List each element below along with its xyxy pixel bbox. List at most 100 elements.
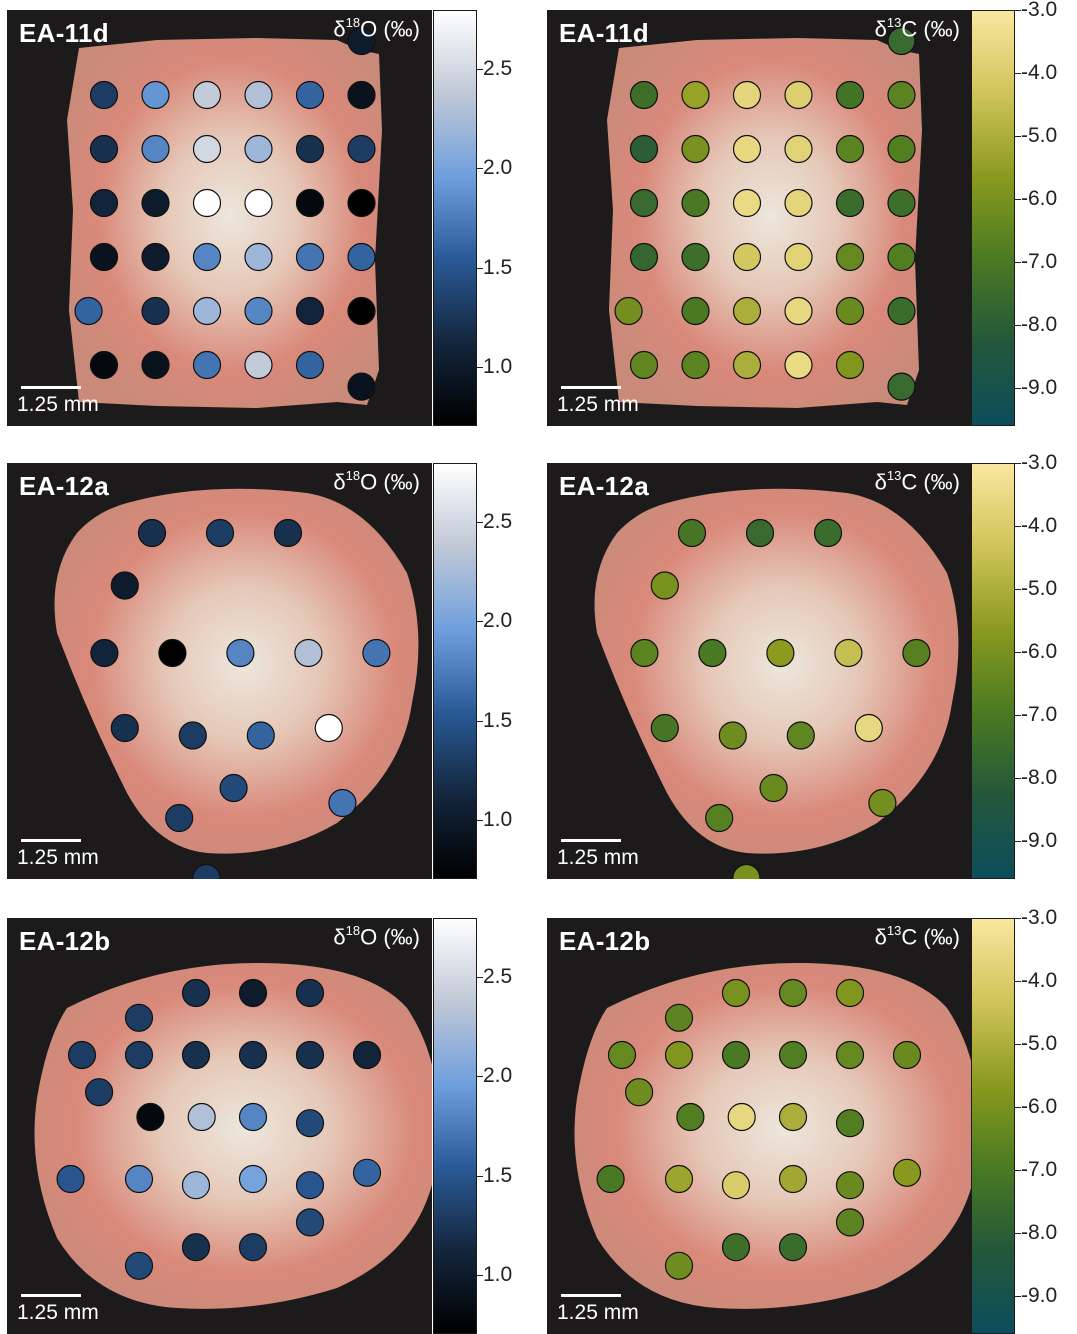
colorbar-tick [1014, 199, 1021, 201]
measurement-point [294, 638, 323, 668]
measurement-point [328, 788, 357, 818]
measurement-point [766, 638, 795, 668]
sample-label: EA-11d [19, 18, 109, 48]
measurement-point [192, 242, 222, 272]
measurement-point [192, 80, 222, 110]
colorbar-tick [1014, 841, 1021, 843]
measurement-point [664, 1003, 694, 1032]
measurement-point [347, 188, 376, 218]
colorbar-tick [1014, 589, 1021, 591]
measurement-point [347, 296, 376, 326]
oxygen-colorbar [433, 918, 477, 1334]
oxygen-map-ea-11d: EA-11d δ18O (‰) 1.25 mm [7, 10, 432, 426]
sample-label: EA-12a [559, 471, 649, 501]
colorbar-tick-label: 1.0 [483, 1262, 513, 1286]
scale-bar-label: 1.25 mm [557, 846, 639, 869]
colorbar-tick [476, 621, 483, 623]
measurement-point [887, 26, 916, 56]
colorbar-tick-label: -9.0 [1021, 376, 1058, 400]
measurement-point [89, 80, 119, 110]
colorbar-tick-label: -3.0 [1021, 451, 1058, 474]
measurement-point [664, 1040, 694, 1070]
measurement-point [732, 188, 762, 218]
colorbar-tick [476, 168, 483, 170]
colorbar-tick-label: 2.0 [483, 156, 513, 180]
measurement-point [244, 188, 273, 218]
measurement-point [295, 296, 325, 326]
measurement-point [244, 296, 273, 326]
measurement-point [629, 80, 659, 110]
colorbar-tick-label: -9.0 [1021, 1284, 1058, 1308]
colorbar-tick [476, 1175, 483, 1177]
measurement-point [141, 296, 170, 326]
measurement-point [90, 638, 119, 668]
measurement-point [778, 1102, 808, 1132]
measurement-point [238, 978, 268, 1008]
measurement-point [732, 80, 762, 110]
measurement-point [778, 978, 808, 1008]
measurement-point [698, 638, 727, 668]
isotope-label: δ13C (‰) [874, 468, 960, 495]
measurement-point [238, 1102, 268, 1132]
measurement-point [244, 80, 273, 110]
measurement-point [759, 773, 788, 803]
measurement-point [238, 1040, 268, 1070]
measurement-point [784, 134, 813, 164]
scale-bar [561, 386, 621, 389]
colorbar-tick [476, 819, 483, 821]
colorbar-tick-label: 2.5 [483, 965, 513, 989]
measurement-point [246, 721, 275, 750]
measurement-point [192, 350, 222, 380]
scale-bar [21, 1294, 81, 1297]
colorbar-tick-label: -4.0 [1021, 514, 1058, 538]
colorbar-tick [1014, 1233, 1021, 1235]
colorbar-tick [1014, 1044, 1021, 1046]
measurement-point [607, 1040, 637, 1070]
colorbar-tick-label: 2.5 [483, 510, 513, 534]
colorbar-tick-label: -7.0 [1021, 703, 1058, 727]
sample-label: EA-12b [559, 926, 651, 956]
colorbar-tick-label: -4.0 [1021, 61, 1058, 85]
colorbar-tick [1014, 652, 1021, 654]
colorbar-tick-label: 2.5 [483, 57, 513, 81]
measurement-point [681, 242, 710, 272]
scale-bar-label: 1.25 mm [557, 393, 639, 416]
measurement-point [732, 863, 761, 879]
measurement-point [629, 350, 659, 380]
measurement-point [362, 638, 391, 668]
scale-bar-label: 1.25 mm [17, 393, 99, 416]
measurement-point [681, 80, 710, 110]
measurement-point [784, 296, 813, 326]
measurement-point [137, 518, 167, 548]
measurement-point [624, 1078, 654, 1107]
measurement-point [892, 1158, 922, 1187]
measurement-point [835, 1109, 865, 1138]
measurement-point [835, 350, 865, 380]
measurement-point [629, 134, 659, 164]
scale-bar-label: 1.25 mm [17, 1301, 99, 1324]
specimen-outline [594, 488, 959, 854]
carbon-map-ea-11d: EA-11d δ13C (‰) 1.25 mm [547, 10, 972, 426]
colorbar-tick-label: 1.0 [483, 354, 513, 378]
colorbar-tick [1014, 918, 1021, 919]
carbon-colorbar [971, 10, 1015, 426]
measurement-point [721, 1233, 751, 1262]
measurement-point [347, 80, 376, 110]
colorbar-tick [1014, 526, 1021, 528]
measurement-point [192, 296, 222, 326]
measurement-point [295, 134, 325, 164]
measurement-point [835, 134, 865, 164]
measurement-point [705, 803, 734, 833]
carbon-colorbar [971, 918, 1015, 1334]
carbon-colorbar [971, 463, 1015, 879]
measurement-point [347, 26, 376, 56]
measurement-point [205, 518, 235, 548]
colorbar-tick [476, 366, 483, 368]
measurement-point [165, 803, 194, 833]
sample-label: EA-12b [19, 926, 111, 956]
measurement-point [219, 773, 248, 803]
measurement-point [834, 638, 863, 668]
measurement-point [110, 713, 139, 743]
measurement-point [784, 80, 813, 110]
measurement-point [629, 188, 659, 218]
